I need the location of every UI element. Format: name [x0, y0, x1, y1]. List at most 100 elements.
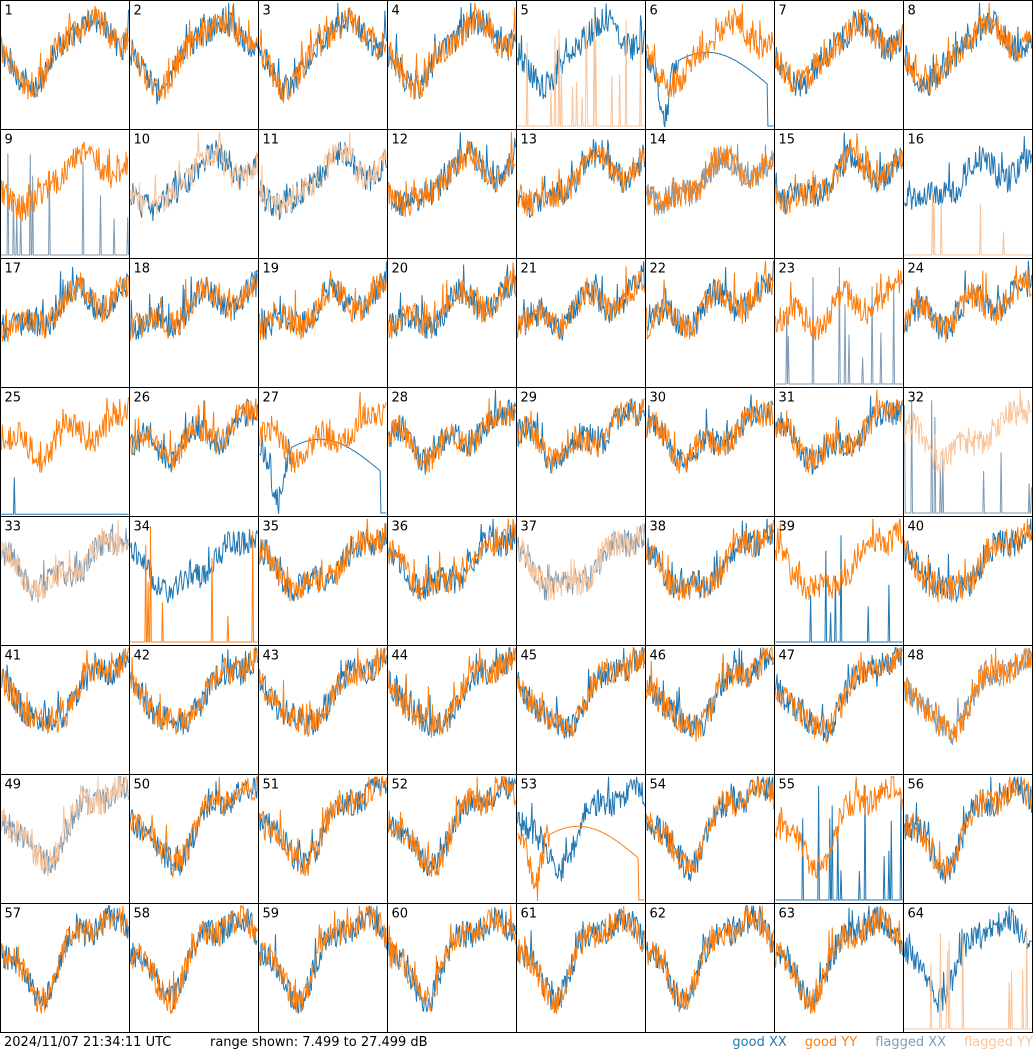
panel-17: 17: [0, 258, 130, 388]
series-xx-58: [130, 908, 258, 1010]
series-yy-57: [1, 905, 129, 1014]
panel-label-4: 4: [392, 4, 400, 19]
series-yy-9: [1, 141, 129, 222]
panel-frame-10: [129, 129, 259, 259]
panel-10: 10: [129, 129, 259, 259]
panel-36: 36: [387, 516, 517, 646]
panel-55: 55: [774, 774, 904, 904]
panel-59: 59: [258, 903, 388, 1033]
series-xx-2: [130, 2, 258, 105]
panel-label-3: 3: [263, 4, 271, 19]
panel-label-44: 44: [392, 649, 409, 664]
panel-7: 7: [774, 0, 904, 130]
series-xx-16: [904, 136, 1032, 210]
panel-label-39: 39: [779, 520, 796, 535]
panel-23: 23: [774, 258, 904, 388]
panel-label-57: 57: [5, 907, 22, 922]
panel-label-11: 11: [263, 133, 280, 148]
panel-label-28: 28: [392, 391, 409, 406]
panel-label-54: 54: [650, 778, 667, 793]
panel-39: 39: [774, 516, 904, 646]
panel-label-17: 17: [5, 262, 22, 277]
series-xx-53: [517, 776, 645, 882]
panel-52: 52: [387, 774, 517, 904]
panel-label-33: 33: [5, 520, 22, 535]
panel-label-15: 15: [779, 133, 796, 148]
panel-12: 12: [387, 129, 517, 259]
panel-38: 38: [645, 516, 775, 646]
panel-label-30: 30: [650, 391, 667, 406]
series-yy-11: [259, 131, 387, 217]
panel-5: 5: [516, 0, 646, 130]
legend-good-yy: good YY: [804, 1035, 858, 1050]
panel-label-20: 20: [392, 262, 409, 277]
panel-61: 61: [516, 903, 646, 1033]
panel-label-37: 37: [521, 520, 538, 535]
series-yy-14: [646, 145, 774, 214]
panel-64: 64: [903, 903, 1033, 1033]
panel-42: 42: [129, 645, 259, 775]
panel-label-40: 40: [908, 520, 925, 535]
series-yy-54: [646, 776, 774, 875]
series-yy-60: [388, 905, 516, 1014]
series-yy-23: [775, 269, 903, 341]
panel-label-34: 34: [134, 520, 151, 535]
panel-label-61: 61: [521, 907, 538, 922]
panel-label-21: 21: [521, 262, 538, 277]
series-xx-39: [775, 535, 903, 643]
panel-label-25: 25: [5, 391, 22, 406]
panel-4: 4: [387, 0, 517, 130]
series-xx-23: [775, 267, 903, 385]
series-yy-3: [259, 7, 387, 104]
series-yy-4: [388, 2, 516, 100]
series-yy-30: [646, 399, 774, 474]
panel-label-42: 42: [134, 649, 151, 664]
panel-label-41: 41: [5, 649, 22, 664]
series-xx-9: [1, 153, 129, 256]
series-yy-22: [646, 260, 774, 340]
series-yy-2: [130, 5, 258, 100]
series-yy-38: [646, 519, 774, 602]
series-xx-24: [904, 260, 1032, 340]
panel-frame-1: [0, 0, 130, 130]
panel-label-52: 52: [392, 778, 409, 793]
series-yy-27: [259, 391, 387, 474]
panel-11: 11: [258, 129, 388, 259]
series-yy-8: [904, 2, 1032, 96]
panel-label-9: 9: [5, 133, 13, 148]
panel-frame-24: [903, 258, 1033, 388]
panel-frame-20: [387, 258, 517, 388]
series-yy-46: [646, 646, 774, 742]
series-xx-50: [130, 776, 258, 876]
series-xx-13: [517, 138, 645, 218]
panel-63: 63: [774, 903, 904, 1033]
series-yy-58: [130, 904, 258, 1014]
series-yy-35: [259, 518, 387, 602]
panel-13: 13: [516, 129, 646, 259]
panel-label-59: 59: [263, 907, 280, 922]
panel-label-53: 53: [521, 778, 538, 793]
series-yy-33: [1, 519, 129, 600]
panel-16: 16: [903, 129, 1033, 259]
series-yy-52: [388, 776, 516, 877]
panel-34: 34: [129, 516, 259, 646]
panel-frame-25: [0, 387, 130, 517]
series-yy-32: [904, 389, 1032, 475]
panel-21: 21: [516, 258, 646, 388]
panel-frame-6: [645, 0, 775, 130]
panel-frame-7: [774, 0, 904, 130]
series-xx-55: [775, 785, 903, 901]
panel-1: 1: [0, 0, 130, 130]
series-yy-13: [517, 144, 645, 217]
panel-24: 24: [903, 258, 1033, 388]
timestamp: 2024/11/07 21:34:11 UTC: [4, 1035, 172, 1050]
panel-50: 50: [129, 774, 259, 904]
panel-label-56: 56: [908, 778, 925, 793]
series-yy-16: [904, 191, 1032, 256]
panel-54: 54: [645, 774, 775, 904]
panel-18: 18: [129, 258, 259, 388]
panel-label-12: 12: [392, 133, 409, 148]
range-text: range shown: 7.499 to 27.499 dB: [210, 1035, 428, 1050]
panel-frame-8: [903, 0, 1033, 130]
panel-label-38: 38: [650, 520, 667, 535]
